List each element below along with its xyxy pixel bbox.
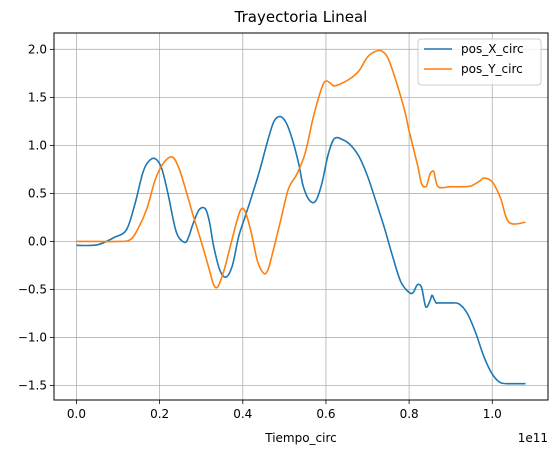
- legend-entries: pos_X_circ pos_Y_circ: [424, 42, 524, 76]
- y-tick-label: 2.0: [28, 42, 47, 56]
- x-tick-label: 0.0: [67, 407, 86, 421]
- grid: [54, 33, 548, 400]
- x-tick-label: 0.6: [316, 407, 335, 421]
- x-tick-label: 1.0: [483, 407, 502, 421]
- legend-label: pos_X_circ: [461, 42, 524, 56]
- series-line-pos_Y_circ: [76, 49, 526, 289]
- legend: pos_X_circ pos_Y_circ: [417, 38, 542, 86]
- y-tick-label: 0.0: [28, 234, 47, 248]
- chart-title: Trayectoria Lineal: [234, 8, 368, 26]
- x-tick-label: 0.4: [233, 407, 252, 421]
- legend-box: [417, 38, 542, 86]
- y-axis-ticks: −1.5 −1.0 −0.5 0.0 0.5 1.0 1.5 2.0: [18, 42, 54, 393]
- y-tick-label: 0.5: [28, 186, 47, 200]
- x-axis-ticks: 0.0 0.2 0.4 0.6 0.8 1.0: [67, 400, 502, 421]
- series-line-pos_X_circ: [76, 115, 526, 385]
- x-axis-label: Tiempo_circ: [264, 431, 337, 445]
- y-tick-label: −1.5: [18, 379, 47, 393]
- y-tick-label: −0.5: [18, 283, 47, 297]
- plot-frame: [53, 32, 549, 401]
- x-axis-offset-text: 1e11: [518, 431, 548, 445]
- legend-label: pos_Y_circ: [461, 62, 523, 76]
- y-tick-label: 1.5: [28, 90, 47, 104]
- series-layer: [76, 49, 526, 385]
- y-tick-label: −1.0: [18, 331, 47, 345]
- x-tick-label: 0.8: [400, 407, 419, 421]
- x-tick-label: 0.2: [150, 407, 169, 421]
- y-tick-label: 1.0: [28, 138, 47, 152]
